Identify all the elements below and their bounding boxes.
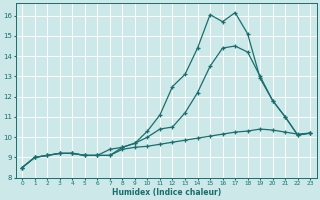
X-axis label: Humidex (Indice chaleur): Humidex (Indice chaleur) [112, 188, 221, 197]
